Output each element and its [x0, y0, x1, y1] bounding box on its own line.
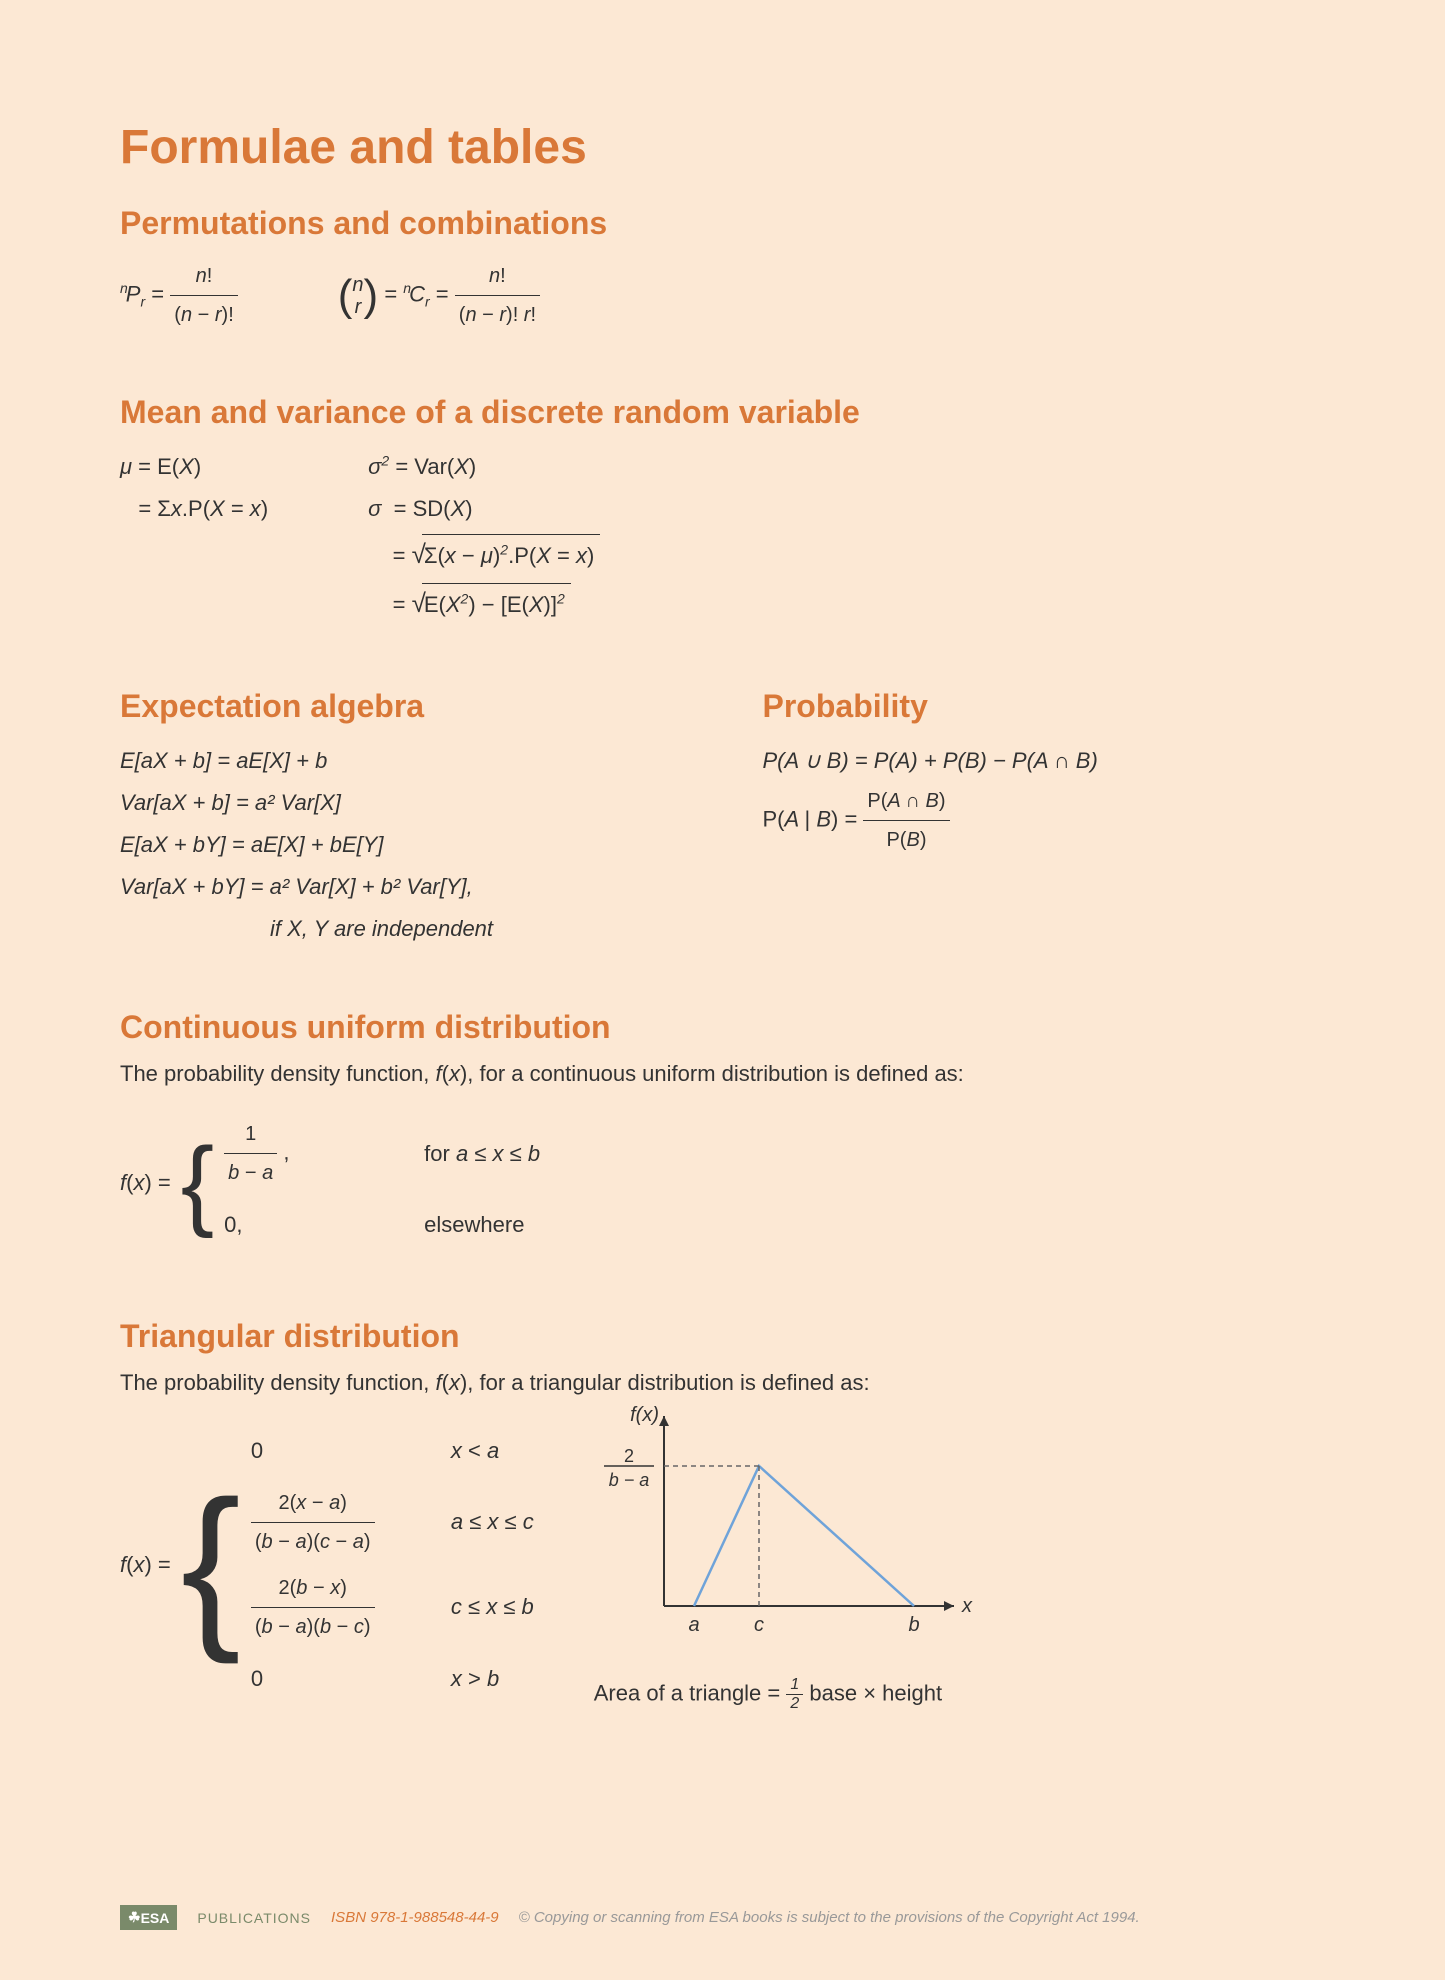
svg-text:b: b — [908, 1614, 919, 1636]
heading-permutations: Permutations and combinations — [120, 205, 1325, 242]
page: Formulae and tables Permutations and com… — [0, 0, 1445, 1980]
triangular-definition: f(x) = { 0 x < a 2(x − a)(b − a)(c − a) … — [120, 1416, 534, 1713]
triangular-intro: The probability density function, f(x), … — [120, 1370, 1325, 1396]
expectation-line3: E[aX + bY] = aE[X] + bE[Y] — [120, 824, 683, 866]
area-caption: Area of a triangle = 12 base × height — [594, 1676, 974, 1713]
mean-formula: μ = E(X) = Σx.P(X = x) — [120, 446, 268, 628]
svg-text:a: a — [688, 1614, 699, 1636]
svg-text:c: c — [754, 1614, 764, 1636]
col-probability: Probability P(A ∪ B) = P(A) + P(B) − P(A… — [763, 688, 1326, 949]
svg-text:b − a: b − a — [608, 1470, 649, 1490]
footer: ☘ESA PUBLICATIONS ISBN 978-1-988548-44-9… — [120, 1905, 1325, 1930]
section-uniform: Continuous uniform distribution The prob… — [120, 1009, 1325, 1258]
expectation-line5: if X, Y are independent — [120, 908, 683, 950]
heading-expectation: Expectation algebra — [120, 688, 683, 725]
triangular-svg: f(x) x a c b 2 b − a — [594, 1396, 974, 1656]
heading-meanvar: Mean and variance of a discrete random v… — [120, 394, 1325, 431]
section-exp-prob: Expectation algebra E[aX + b] = aE[X] + … — [120, 688, 1325, 949]
expectation-line4: Var[aX + bY] = a² Var[X] + b² Var[Y], — [120, 866, 683, 908]
section-triangular: Triangular distribution The probability … — [120, 1318, 1325, 1713]
section-meanvar: Mean and variance of a discrete random v… — [120, 394, 1325, 628]
expectation-line1: E[aX + b] = aE[X] + b — [120, 740, 683, 782]
section-permutations: Permutations and combinations nPr = n!(n… — [120, 205, 1325, 334]
heading-triangular: Triangular distribution — [120, 1318, 1325, 1355]
meanvar-formulae: μ = E(X) = Σx.P(X = x) σ2 = Var(X) σ = S… — [120, 446, 1325, 628]
expectation-line2: Var[aX + b] = a² Var[X] — [120, 782, 683, 824]
permutation-formulae: nPr = n!(n − r)! (nr) = nCr = n!(n − r)!… — [120, 257, 1325, 334]
combination-formula: (nr) = nCr = n!(n − r)! r! — [338, 257, 540, 334]
page-title: Formulae and tables — [120, 120, 1325, 175]
logo-publications: PUBLICATIONS — [197, 1910, 311, 1926]
uniform-definition: f(x) = { 1b − a , for a ≤ x ≤ b 0, elsew… — [120, 1107, 1325, 1258]
isbn: ISBN 978-1-988548-44-9 — [331, 1909, 499, 1926]
logo-esa: ☘ESA — [120, 1905, 177, 1930]
triangular-diagram: f(x) x a c b 2 b − a Area of a triangle = 12 b… — [594, 1396, 974, 1713]
heading-uniform: Continuous uniform distribution — [120, 1009, 1325, 1046]
variance-formula: σ2 = Var(X) σ = SD(X) = Σ(x − μ)2.P(X = … — [368, 446, 600, 628]
heading-probability: Probability — [763, 688, 1326, 725]
copyright: © Copying or scanning from ESA books is … — [519, 1909, 1140, 1926]
permutation-formula: nPr = n!(n − r)! — [120, 257, 238, 334]
probability-conditional: P(A | B) = P(A ∩ B)P(B) — [763, 782, 1326, 859]
col-expectation: Expectation algebra E[aX + b] = aE[X] + … — [120, 688, 683, 949]
svg-text:x: x — [961, 1595, 973, 1617]
uniform-intro: The probability density function, f(x), … — [120, 1061, 1325, 1087]
svg-text:f(x): f(x) — [630, 1404, 659, 1426]
svg-text:2: 2 — [624, 1446, 634, 1466]
probability-union: P(A ∪ B) = P(A) + P(B) − P(A ∩ B) — [763, 740, 1326, 782]
